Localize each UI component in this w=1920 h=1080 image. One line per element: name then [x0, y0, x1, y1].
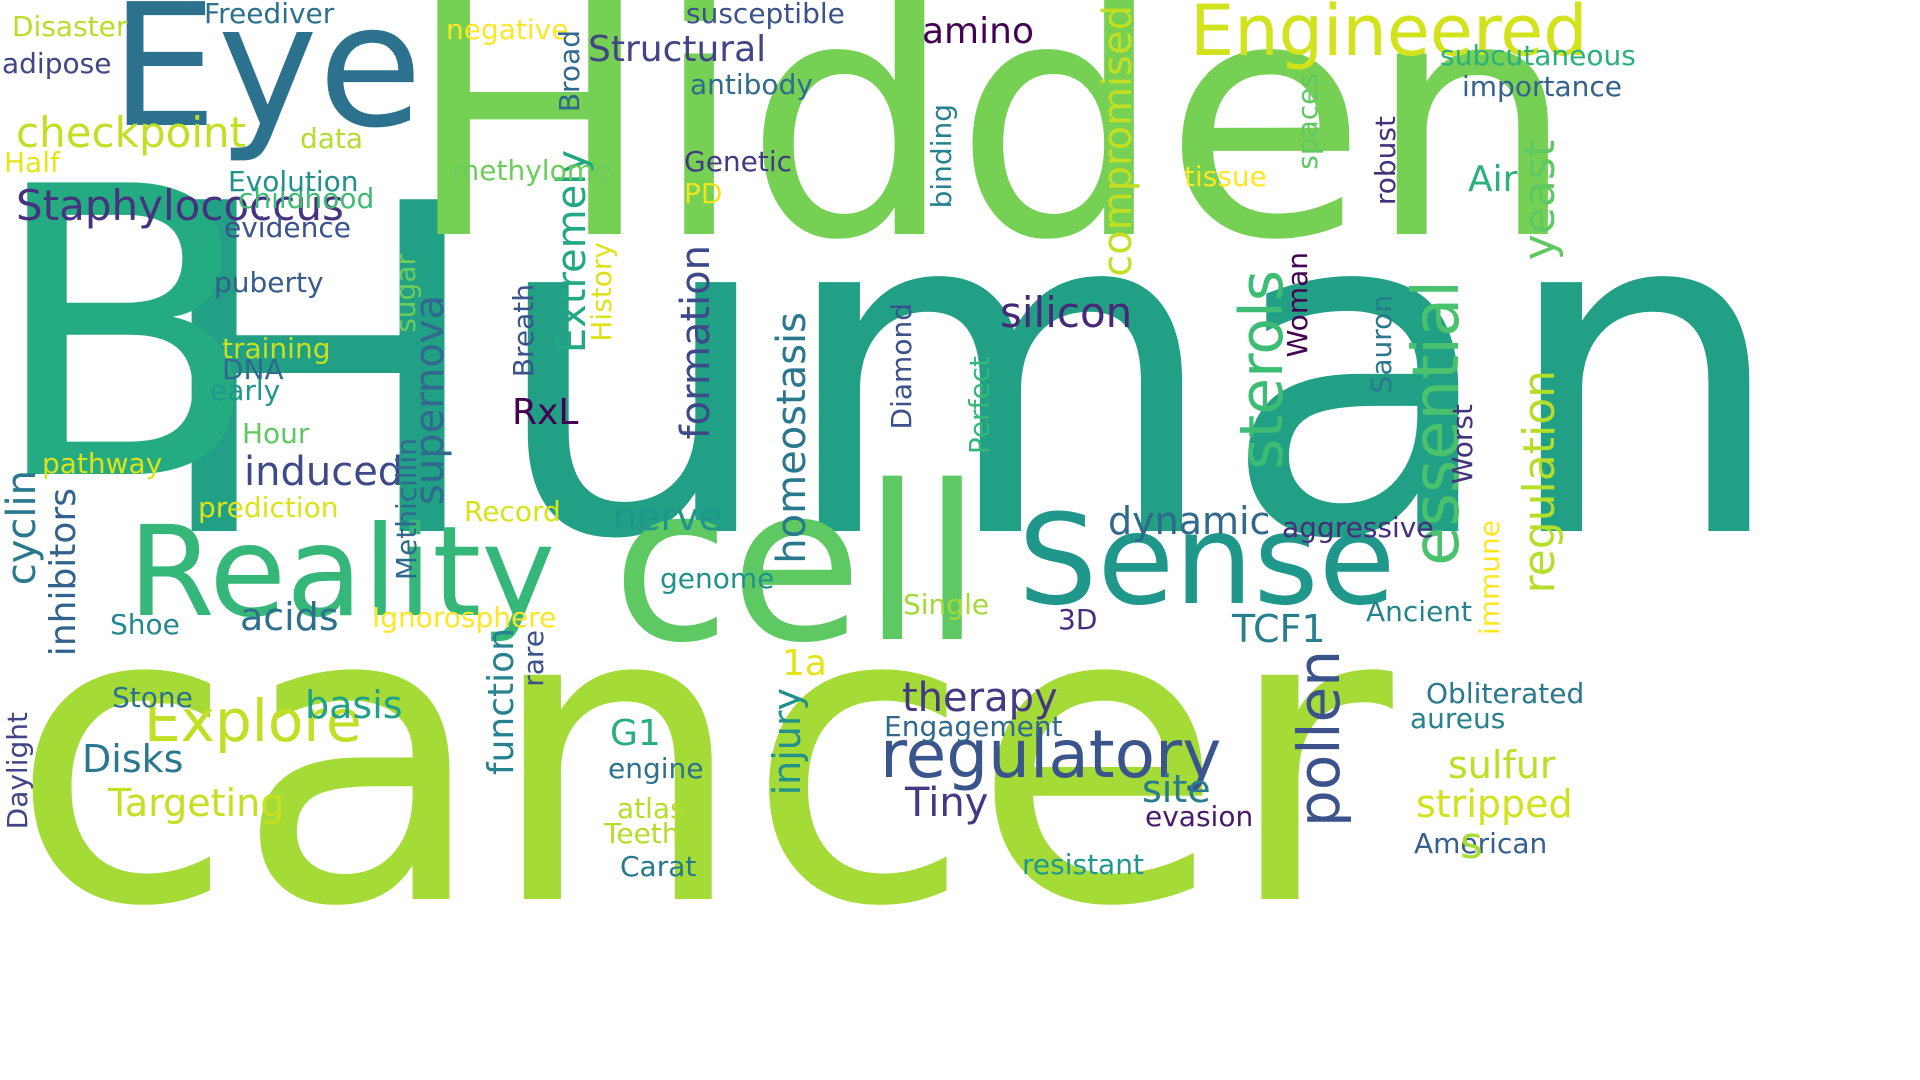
word-dna: PD — [684, 180, 722, 208]
word-perfect: puberty — [214, 269, 324, 297]
word-single: importance — [1462, 73, 1622, 101]
word-acids: TCF1 — [1232, 610, 1326, 648]
word-training: History — [588, 242, 616, 342]
word-freediver: Stone — [112, 684, 193, 712]
word-negative: Perfect — [966, 356, 994, 454]
word-daylight: prediction — [198, 494, 338, 522]
word-1a: 1a — [782, 646, 827, 682]
word-early: Genetic — [684, 148, 792, 176]
word-nerve: acids — [240, 598, 339, 636]
word-breath: adipose — [2, 50, 111, 78]
word-extremely: homeostasis — [772, 312, 812, 564]
word-history: Half — [4, 149, 60, 177]
word-teeth: atlas — [617, 795, 685, 823]
word-pollen: pollen — [1290, 650, 1348, 827]
word-cyclin: silicon — [1000, 292, 1132, 334]
word-adipose: Ignorosphere — [372, 604, 556, 632]
word-pathway: Broad — [556, 30, 584, 112]
word-broad: data — [300, 125, 363, 153]
word-homeostasis: formation — [676, 245, 716, 439]
word-stripped: injury — [768, 688, 806, 795]
word-worst: pathway — [42, 450, 162, 478]
word-ignorosphere: susceptible — [686, 0, 845, 28]
word-sulfur: stripped — [1416, 785, 1573, 823]
word-aggressive: Worst — [1449, 404, 1477, 484]
word-site: sulfur — [1448, 746, 1556, 784]
word-genome: subcutaneous — [1440, 42, 1636, 70]
word-childhood: Methicillin — [393, 438, 421, 580]
word-tcf1: dynamic — [1108, 502, 1270, 540]
word-half: Single — [903, 591, 989, 619]
word-3d: Ancient — [1366, 598, 1472, 626]
word-dynamic: Targeting — [108, 784, 284, 822]
word-evolution: Record — [464, 498, 561, 526]
word-importance: Sauron — [1368, 295, 1396, 393]
word-puberty: Breath — [510, 284, 538, 377]
word-carat: resistant — [1022, 851, 1144, 879]
word-stone: antibody — [690, 71, 813, 99]
word-diamond: training — [222, 335, 330, 363]
word-compromised: regulation — [1518, 370, 1562, 593]
word-atlas: Carat — [620, 853, 696, 881]
word-amino: amino — [922, 14, 1034, 50]
word-shoe: negative — [446, 16, 568, 44]
word-disks: basis — [305, 686, 403, 724]
word-tiny: induced — [244, 452, 403, 492]
word-staphylococcus: rare — [520, 630, 548, 687]
word-evidence: sugar — [392, 254, 420, 333]
word-pd: Air — [1468, 162, 1517, 198]
word-therapy: Tiny — [905, 783, 988, 823]
word-sugar: Disaster — [12, 13, 127, 41]
word-ancient: aggressive — [1282, 514, 1434, 542]
word-targeting: Disks — [82, 740, 183, 778]
word-aureus: Obliterated — [1426, 680, 1584, 708]
word-structural: Structural — [588, 32, 766, 68]
word-engagement: 3D — [1058, 606, 1097, 634]
word-air: engine — [608, 755, 704, 783]
word-antibody: binding — [928, 104, 956, 208]
word-methylome: spaces — [1294, 73, 1322, 170]
word-immune: Hour — [242, 420, 309, 448]
word-regulation: yeast — [1518, 140, 1562, 260]
word-g1: G1 — [610, 716, 661, 752]
word-disaster: Shoe — [110, 611, 180, 639]
word-binding: evidence — [224, 214, 351, 242]
word-rxl: RxL — [512, 395, 578, 431]
word-record: tissue — [1184, 163, 1267, 191]
word-hour: methylome — [452, 157, 611, 185]
word-checkpoint: function — [484, 628, 520, 775]
word-prediction: Daylight — [4, 712, 32, 829]
word-explore: inhibitors — [46, 488, 82, 656]
word-regulatory: cyclin — [2, 470, 42, 585]
word-genetic: robust — [1372, 116, 1400, 205]
word-supernova: compromised — [1098, 5, 1138, 277]
word-s: s — [1460, 822, 1483, 866]
word-robust: Evolution — [228, 168, 359, 196]
word-data: genome — [660, 565, 774, 593]
word-subcutaneous: Woman — [1284, 252, 1312, 357]
word-resistant: evasion — [1145, 803, 1253, 831]
word-tissue: immune — [1476, 520, 1504, 635]
word-methicillin: Freediver — [204, 0, 334, 28]
word-obliterated: Engagement — [884, 713, 1063, 741]
word-induced: nerve — [613, 498, 722, 536]
word-susceptible: Diamond — [888, 303, 916, 429]
